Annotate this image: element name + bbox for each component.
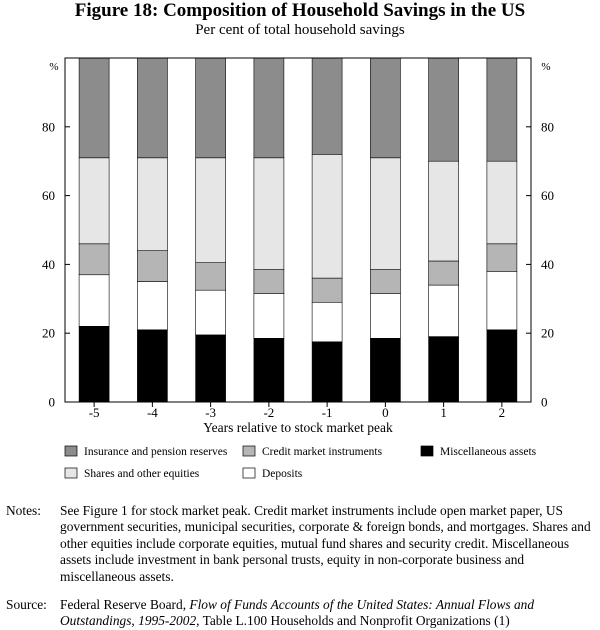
bar-credit--1 [311,277,343,303]
bar-deposits--3 [195,289,226,336]
bar-shares-1 [428,160,459,262]
bar-shares--5 [78,157,110,245]
bar-insurance--4 [137,57,168,159]
bar-deposits-1 [428,284,459,337]
source-suffix: , Table L.100 Households and Nonprofit O… [196,613,510,629]
bar-shares--4 [137,157,168,252]
bar-misc--4 [137,329,168,403]
figure-title: Figure 18: Composition of Household Savi… [74,0,526,21]
legend-label-deposits: Deposits [262,468,303,480]
legend-swatch-misc [420,445,434,457]
bar-insurance-2 [486,57,518,162]
x-tick-label: -3 [205,405,216,420]
y-tick-label-right: 20 [541,326,554,341]
y-tick-label-right: 40 [541,257,554,272]
x-tick-label: 0 [382,405,389,420]
x-axis-ticks: -5 -4 -3 -2 -1 0 1 2 [89,402,505,420]
figure-subtitle: Per cent of total household savings [195,22,405,38]
bar-shares--1 [311,154,343,279]
bar-credit--3 [195,262,226,291]
bar-insurance-0 [370,57,401,159]
source-prefix: Federal Reserve Board, [60,597,190,612]
plot-frame [64,57,532,403]
bar-credit-1 [428,260,459,286]
legend-label-misc: Miscellaneous assets [440,446,537,458]
bar-misc-0 [370,338,401,403]
x-tick-label: 1 [440,405,447,420]
notes-block: Notes: See Figure 1 for stock market pea… [6,503,596,585]
bar-deposits-0 [370,293,401,339]
stacked-bar-chart: 0 0 20 20 40 40 60 60 80 80 -5 -4 -3 -2 -1 0 1 2 % % Yea… [42,57,554,480]
bar-misc--3 [195,334,226,403]
y-tick-label-right: 80 [541,119,554,134]
x-axis-label: Years relative to stock market peak [203,420,393,435]
bar-misc--5 [78,325,110,403]
y-tick-label-left: 0 [49,395,56,410]
bars-group [78,57,518,403]
bar-deposits--5 [78,274,110,327]
bar-credit-0 [370,269,401,295]
legend-swatch-insurance [64,445,78,457]
y-tick-label-left: 20 [42,326,55,341]
x-tick-label: -2 [263,405,274,420]
legend-label-shares: Shares and other equities [84,468,200,480]
bar-misc-1 [428,336,459,403]
x-tick-label: -1 [322,405,333,420]
source-text: Federal Reserve Board, Flow of Funds Acc… [60,597,596,630]
bar-credit--2 [253,269,285,295]
bar-deposits--4 [137,281,168,331]
legend-swatch-deposits [242,467,256,479]
bar-shares--3 [195,157,226,264]
bar-insurance--3 [195,57,226,159]
x-tick-label: -4 [147,405,158,420]
bar-credit-2 [486,243,518,272]
y-tick-label-left: 40 [42,257,55,272]
legend-swatch-credit [242,445,256,457]
bar-misc-2 [486,329,518,403]
source-block: Source: Federal Reserve Board, Flow of F… [6,597,596,630]
bar-misc--2 [253,338,285,403]
source-label: Source: [6,597,47,612]
bar-deposits--2 [253,293,285,339]
notes-label: Notes: [6,503,41,518]
bar-deposits-2 [486,270,518,331]
bar-credit--5 [78,243,110,276]
y-tick-label-left: 80 [42,119,55,134]
bar-shares--2 [253,157,285,270]
y-tick-label-right: 60 [541,188,554,203]
bar-shares-2 [486,160,518,245]
bar-insurance--5 [78,57,110,159]
legend-label-insurance: Insurance and pension reserves [84,446,228,458]
bar-shares-0 [370,157,401,270]
bar-insurance--1 [311,57,343,155]
y-unit-left: % [49,61,58,73]
y-axis-ticks: 0 0 20 20 40 40 60 60 80 80 [42,119,554,409]
legend: Insurance and pension reserves Credit mar… [64,445,537,480]
bar-insurance-1 [428,57,459,162]
bar-credit--4 [137,250,168,282]
bar-insurance--2 [253,57,285,159]
legend-swatch-shares [64,467,78,479]
x-tick-label: -5 [89,405,100,420]
bar-deposits--1 [311,301,343,343]
notes-text: See Figure 1 for stock market peak. Cred… [60,503,591,584]
y-tick-label-right: 0 [541,395,548,410]
legend-label-credit: Credit market instruments [262,446,383,458]
source-italic-title: Flow of Funds Accounts of the United Sta… [60,597,535,629]
bar-misc--1 [311,341,343,403]
y-unit-right: % [541,61,550,73]
y-tick-label-left: 60 [42,188,55,203]
x-tick-label: 2 [499,405,506,420]
